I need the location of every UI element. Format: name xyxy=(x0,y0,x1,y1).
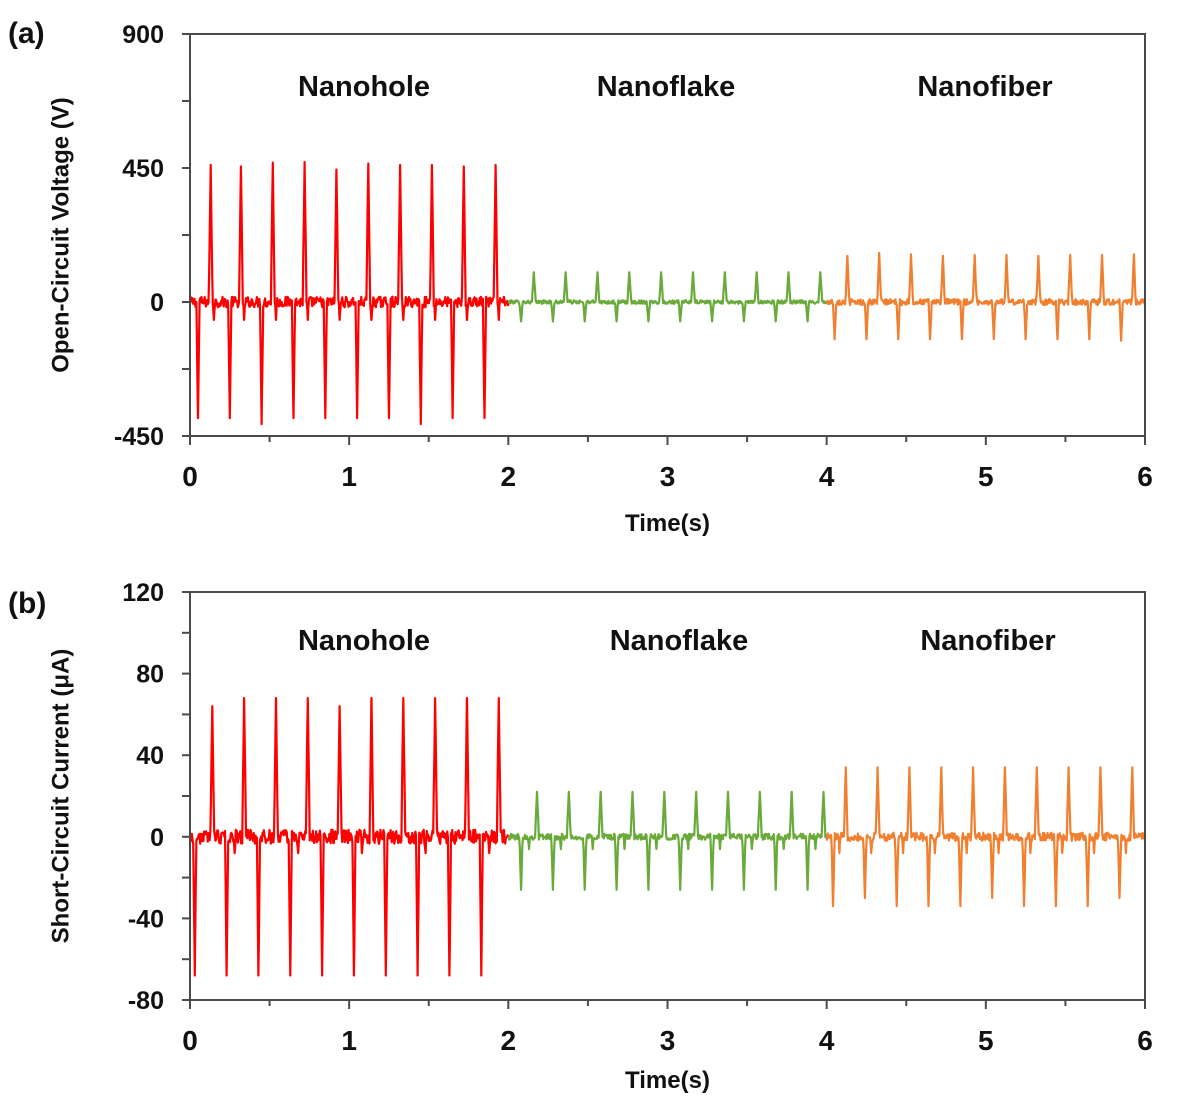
x-tick-label: 5 xyxy=(978,461,994,492)
panel-a-open-circuit-voltage: (a) -450 0 450 900 0 1 2 3 4 5 6 Nanohole Nanofla… xyxy=(8,17,1153,537)
y-tick-label: 0 xyxy=(150,824,164,852)
panel-label-b: (b) xyxy=(8,587,46,620)
y-tick-label: 80 xyxy=(136,661,164,689)
panel-b-short-circuit-current: (b) -80 -40 0 40 80 120 0 1 2 3 4 5 6 Nanohole Nano… xyxy=(8,579,1153,1094)
x-tick-label: 1 xyxy=(341,1025,357,1056)
y-axis-ticks: -80 -40 0 40 80 120 xyxy=(122,579,190,1015)
y-axis-ticks: -450 0 450 900 xyxy=(114,21,190,451)
y-tick-label: 450 xyxy=(122,155,164,183)
y-tick-label: -80 xyxy=(128,987,164,1015)
y-axis-title: Short-Circuit Current (μA) xyxy=(47,649,74,944)
series-line-nanofiber xyxy=(826,251,1147,342)
x-tick-label: 0 xyxy=(182,1025,198,1056)
x-tick-label: 2 xyxy=(501,461,517,492)
x-tick-label: 0 xyxy=(182,461,198,492)
y-axis-title: Open-Circuit Voltage (V) xyxy=(47,97,74,373)
annotation-nanohole: Nanohole xyxy=(298,71,430,103)
y-tick-label: 40 xyxy=(136,742,164,770)
series-line-nanoflake xyxy=(507,271,828,323)
annotation-nanoflake: Nanoflake xyxy=(597,71,736,103)
panel-label-a: (a) xyxy=(8,17,45,50)
x-tick-label: 6 xyxy=(1137,1025,1153,1056)
x-tick-label: 3 xyxy=(660,461,676,492)
x-tick-label: 6 xyxy=(1137,461,1153,492)
annotation-nanofiber: Nanofiber xyxy=(917,71,1052,103)
series-line-nanoflake xyxy=(507,790,828,891)
y-tick-label: -450 xyxy=(114,423,164,451)
series-line-nanohole xyxy=(188,697,510,977)
x-tick-label: 5 xyxy=(978,1025,994,1056)
annotation-nanohole: Nanohole xyxy=(298,625,430,657)
x-tick-label: 2 xyxy=(501,1025,517,1056)
x-axis-ticks: 0 1 2 3 4 5 6 xyxy=(182,436,1153,492)
voltage-traces xyxy=(188,160,1147,426)
x-axis-title: Time(s) xyxy=(625,510,710,537)
series-line-nanofiber xyxy=(825,766,1147,908)
annotation-nanofiber: Nanofiber xyxy=(920,625,1055,657)
x-axis-ticks: 0 1 2 3 4 5 6 xyxy=(182,1000,1153,1056)
x-axis-title: Time(s) xyxy=(625,1067,710,1094)
x-tick-label: 4 xyxy=(819,1025,835,1056)
x-tick-label: 1 xyxy=(341,461,357,492)
y-tick-label: 0 xyxy=(150,289,164,317)
x-tick-label: 3 xyxy=(660,1025,676,1056)
x-tick-label: 4 xyxy=(819,461,835,492)
y-tick-label: -40 xyxy=(128,905,164,933)
y-tick-label: 900 xyxy=(122,21,164,49)
annotation-nanoflake: Nanoflake xyxy=(610,625,749,657)
y-tick-label: 120 xyxy=(122,579,164,607)
current-traces xyxy=(188,697,1147,977)
series-line-nanohole xyxy=(188,160,510,426)
